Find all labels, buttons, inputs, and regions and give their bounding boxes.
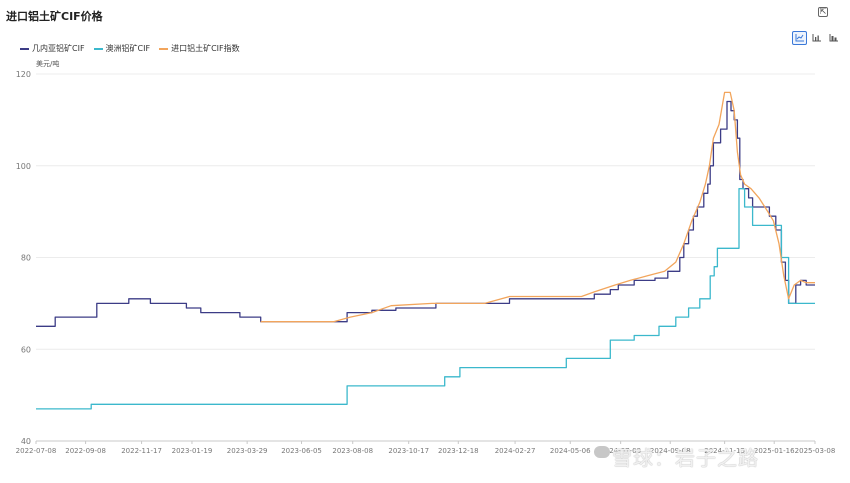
x-tick-label: 2022-09-08: [65, 447, 106, 455]
x-tick-label: 2025-03-08: [795, 447, 836, 455]
line-chart-button[interactable]: [792, 31, 807, 45]
chart-title: 进口铝土矿CIF价格: [6, 10, 103, 23]
legend-label-australia: 澳洲铝矿CIF: [105, 44, 151, 53]
y-axis-ticks: 40 60 80 100 120: [16, 70, 31, 446]
chart-type-switch: [792, 31, 841, 45]
legend-label-index: 进口铝土矿CIF指数: [171, 44, 240, 53]
series-line-2: [260, 91, 815, 323]
bar-chart-button[interactable]: [809, 31, 824, 45]
grid-lines: [36, 73, 815, 442]
legend-item-guinea[interactable]: 几内亚铝矿CIF: [20, 43, 85, 54]
y-tick-label: 120: [16, 70, 31, 79]
x-tick-label: 2023-01-19: [172, 447, 213, 455]
x-tick-label: 2023-12-18: [438, 447, 479, 455]
legend-swatch-australia: [93, 47, 103, 50]
x-tick-label: 2024-11-15: [704, 447, 745, 455]
x-tick-label: 2023-03-29: [227, 447, 268, 455]
bar-chart-icon: [812, 34, 821, 42]
column-chart-button[interactable]: [826, 31, 841, 45]
snowball-logo-icon: [594, 446, 610, 458]
x-tick-label: 2025-01-16: [754, 447, 795, 455]
x-tick-label: 2024-09-08: [650, 447, 691, 455]
y-tick-label: 80: [21, 254, 31, 263]
watermark: 雪球：岩子之路: [612, 446, 759, 470]
export-icon[interactable]: ⇱: [818, 7, 828, 17]
x-tick-label: 2023-08-08: [332, 447, 373, 455]
legend-item-australia[interactable]: 澳洲铝矿CIF: [93, 43, 151, 54]
y-tick-label: 60: [21, 345, 31, 354]
x-tick-label: 2024-07-08: [600, 447, 641, 455]
series-lines: [36, 91, 815, 410]
x-tick-label: 2024-05-06: [550, 447, 591, 455]
y-axis-unit: 美元/吨: [36, 60, 60, 68]
legend-item-index[interactable]: 进口铝土矿CIF指数: [159, 43, 240, 54]
chart-legend: 几内亚铝矿CIF 澳洲铝矿CIF 进口铝土矿CIF指数: [20, 43, 240, 54]
x-tick-label: 2023-06-05: [281, 447, 322, 455]
x-tick-label: 2024-02-27: [495, 447, 536, 455]
x-tick-label: 2023-10-17: [388, 447, 429, 455]
column-chart-icon: [829, 34, 838, 42]
series-line-0: [36, 100, 815, 327]
line-chart-icon: [795, 34, 804, 42]
series-line-1: [36, 188, 815, 410]
y-tick-label: 40: [21, 437, 31, 446]
y-tick-label: 100: [16, 162, 31, 171]
x-tick-label: 2022-11-17: [121, 447, 162, 455]
legend-label-guinea: 几内亚铝矿CIF: [32, 44, 85, 53]
legend-swatch-index: [159, 47, 169, 50]
x-tick-label: 2022-07-08: [16, 447, 57, 455]
legend-swatch-guinea: [20, 47, 29, 50]
x-axis: 2022-07-08 2022-09-08 2022-11-17 2023-01-19…: [16, 441, 836, 455]
